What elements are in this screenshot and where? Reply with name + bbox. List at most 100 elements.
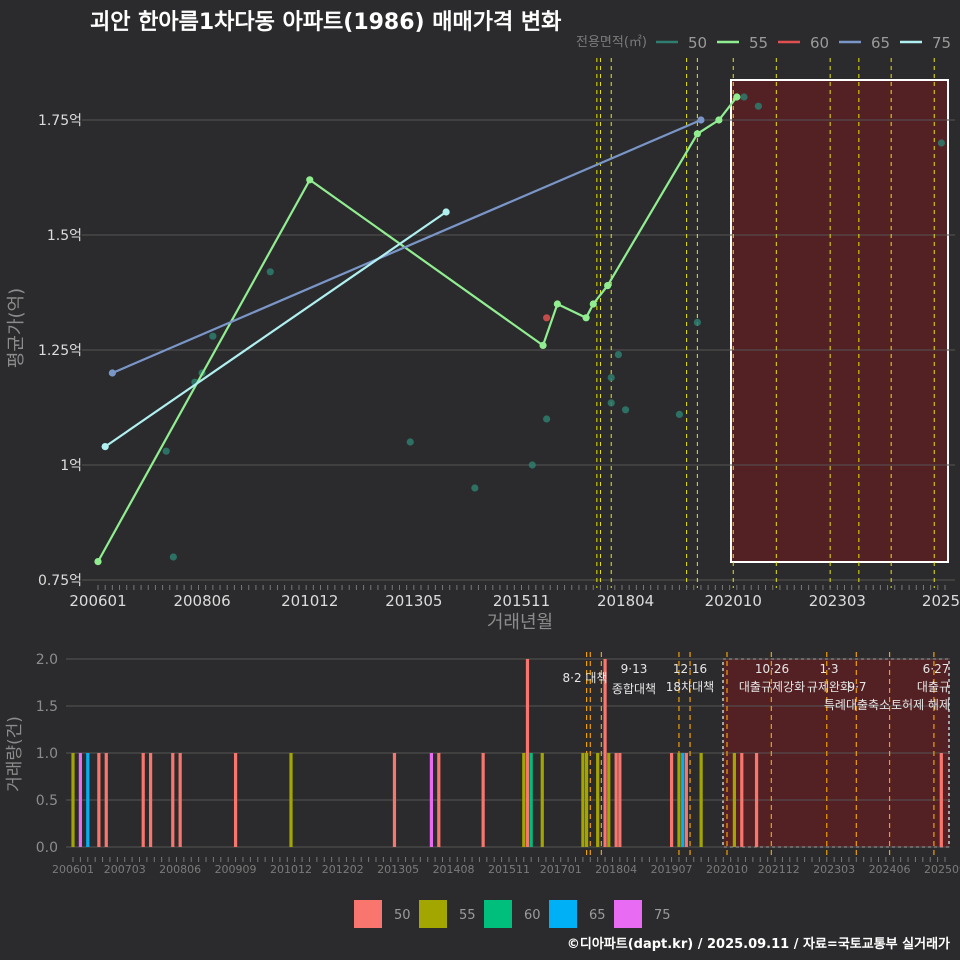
- volume-bar: [754, 753, 759, 847]
- series-line-55: [97, 96, 738, 563]
- volume-bar: [699, 753, 703, 847]
- legend-label-65: 65: [871, 34, 890, 52]
- data-point-50: [406, 438, 414, 446]
- data-point-65: [697, 116, 705, 124]
- volume-panel: 8·2 대책 9·13 종합대책 12·16 18차대책 10·26 대출규제강화 1·3 규제…: [5, 652, 960, 876]
- x-tick-label: 200703: [104, 863, 146, 876]
- x-tick-label: 201511: [488, 863, 530, 876]
- legend-label-60: 60: [524, 908, 541, 923]
- policy-annotation-date: 10·26: [755, 662, 789, 676]
- data-point-65: [108, 369, 116, 377]
- volume-bar: [289, 753, 293, 847]
- volume-bar: [233, 753, 238, 847]
- x-tick-label: 201305: [377, 863, 419, 876]
- y-tick-label: 2.0: [36, 652, 58, 668]
- volume-y-axis-label: 거래량(건): [5, 716, 25, 792]
- policy-annotation-text: 18차대책: [666, 679, 714, 694]
- legend-label-50: 50: [394, 908, 411, 923]
- x-tick-label: 201012: [281, 592, 338, 610]
- data-point-50: [528, 461, 536, 469]
- series-line-65: [111, 118, 702, 375]
- volume-bar: [618, 753, 622, 847]
- x-tick-label: 200601: [52, 863, 94, 876]
- volume-bar: [522, 753, 526, 847]
- policy-annotation-date: 1·3: [819, 662, 838, 676]
- legend-title: 전용면적(㎡): [576, 35, 647, 50]
- volume-bar: [148, 753, 153, 847]
- x-tick-label: 201305: [385, 592, 442, 610]
- x-tick-label: 201511: [493, 592, 550, 610]
- x-tick-label: 201012: [270, 863, 312, 876]
- data-point-75: [101, 443, 109, 451]
- volume-bar: [86, 753, 90, 847]
- data-point-75: [442, 208, 450, 216]
- legend-swatch-75: [614, 900, 642, 928]
- data-point-60: [543, 314, 551, 322]
- data-point-55: [693, 130, 701, 138]
- x-tick-label: 200806: [173, 592, 230, 610]
- data-point-50: [209, 332, 217, 340]
- y-tick-label: 1.5: [36, 699, 58, 715]
- data-point-50: [543, 415, 551, 423]
- x-tick-label: 201701: [540, 863, 582, 876]
- volume-bar: [581, 753, 585, 847]
- policy-annotation-date: 6·27: [923, 662, 950, 676]
- highlight-range: [730, 79, 949, 563]
- policy-annotation-text: 특례대출축소: [824, 698, 890, 712]
- data-point-55: [306, 176, 314, 184]
- volume-bar: [141, 753, 145, 847]
- data-point-55: [604, 282, 612, 290]
- data-point-55: [553, 300, 561, 308]
- policy-annotation-text: 토허제 해제: [891, 698, 950, 712]
- data-point-50: [740, 93, 748, 101]
- legend-label-55: 55: [749, 34, 768, 52]
- legend-label-55: 55: [459, 908, 476, 923]
- chart-title: 괴안 한아름1차다동 아파트(1986) 매매가격 변화: [90, 10, 561, 35]
- data-point-50: [675, 410, 684, 418]
- data-point-50: [607, 399, 615, 407]
- legend-label-60: 60: [810, 34, 829, 52]
- y-tick-label: 0.0: [36, 840, 58, 856]
- data-point-50: [621, 406, 630, 414]
- legend-label-50: 50: [688, 34, 707, 52]
- bottom-legend: 50 55 60 65 75: [354, 900, 671, 928]
- volume-bar: [529, 753, 533, 847]
- top-legend: 전용면적(㎡) 50 55 60 65 75: [576, 34, 951, 52]
- x-tick-label: 2025: [922, 592, 960, 610]
- y-tick-label: 1억: [60, 458, 82, 474]
- legend-swatch-60: [484, 900, 512, 928]
- volume-bar: [614, 753, 618, 847]
- volume-bar: [481, 753, 485, 847]
- legend-label-75: 75: [932, 34, 951, 52]
- data-point-55: [589, 300, 597, 308]
- volume-bar: [178, 753, 182, 847]
- volume-bar: [584, 753, 589, 847]
- legend-swatch-50: [354, 900, 382, 928]
- x-axis-label: 거래년월: [487, 612, 553, 633]
- volume-bar: [540, 753, 544, 847]
- volume-bar: [392, 753, 397, 847]
- x-tick-label: 201804: [595, 863, 637, 876]
- volume-bar: [171, 753, 175, 847]
- x-tick-label: 201408: [433, 863, 475, 876]
- policy-annotation-text: 8·2 대책: [563, 670, 608, 685]
- y-tick-label: 1.5억: [47, 228, 82, 244]
- data-point-55: [582, 314, 590, 322]
- x-tick-label: 201202: [322, 863, 364, 876]
- data-point-50: [937, 139, 946, 147]
- volume-bar: [681, 753, 685, 847]
- series-line-75: [104, 211, 447, 448]
- volume-bar: [437, 753, 441, 847]
- policy-annotation-date: 12·16: [673, 662, 707, 676]
- data-point-55: [715, 116, 723, 124]
- x-tick-label: 200909: [215, 863, 257, 876]
- data-point-50: [607, 374, 615, 382]
- volume-bar: [429, 753, 434, 847]
- price-panel: 0.75억 1억 1.25억 1.5억 1.75억 200601 200806 201012…: [6, 58, 960, 633]
- footer-credit: ©디아파트(dapt.kr) / 2025.09.11 / 자료=국토교통부 실…: [567, 936, 950, 952]
- x-tick-label: 202010: [705, 592, 762, 610]
- data-point-50: [693, 318, 701, 326]
- volume-bar: [104, 753, 108, 847]
- policy-annotation-text: 대출규: [917, 680, 950, 694]
